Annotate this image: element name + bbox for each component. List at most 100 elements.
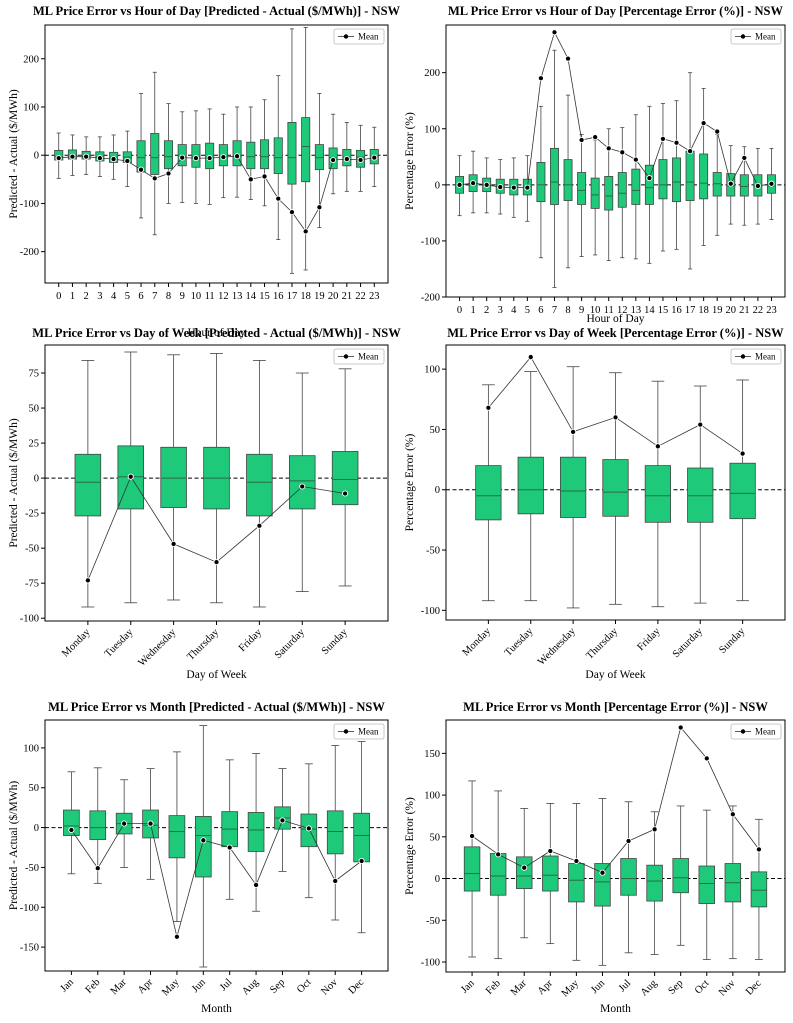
x-tick-label: 10 bbox=[191, 291, 202, 302]
box-iqr bbox=[301, 117, 311, 183]
box-Jun bbox=[194, 725, 212, 968]
legend-box bbox=[333, 28, 385, 45]
box-iqr bbox=[246, 141, 256, 170]
y-axis-label: Predicted - Actual ($/MWh) bbox=[7, 781, 20, 911]
x-tick-label: Oct bbox=[693, 978, 712, 997]
x-tick-label: 19 bbox=[314, 291, 325, 302]
box-iqr bbox=[353, 812, 370, 863]
x-tick-label: 17 bbox=[287, 291, 298, 302]
box-8 bbox=[163, 103, 173, 204]
mean-point bbox=[703, 755, 710, 762]
legend: Mean bbox=[730, 348, 782, 365]
box-May bbox=[168, 751, 186, 922]
mean-point bbox=[729, 811, 736, 818]
box-Saturday bbox=[288, 372, 316, 592]
box-Jul bbox=[620, 801, 637, 954]
box-iqr bbox=[568, 863, 585, 903]
y-tick-label: 50 bbox=[29, 783, 40, 794]
mean-point bbox=[94, 865, 101, 872]
x-tick-label: 17 bbox=[685, 305, 696, 316]
mean-point bbox=[651, 826, 658, 833]
mean-point bbox=[192, 155, 199, 162]
mean-point bbox=[213, 559, 220, 566]
mean-point bbox=[592, 134, 599, 141]
y-tick-label: 0 bbox=[435, 874, 440, 885]
x-tick-label: 20 bbox=[328, 291, 339, 302]
x-tick-label: 0 bbox=[457, 305, 462, 316]
mean-point bbox=[605, 145, 612, 152]
x-tick-label: 4 bbox=[111, 291, 117, 302]
box-iqr bbox=[712, 172, 722, 197]
mean-point bbox=[483, 181, 490, 188]
mean-point bbox=[256, 522, 263, 529]
mean-point bbox=[524, 184, 531, 191]
mean-line bbox=[459, 31, 772, 189]
mean-point bbox=[302, 228, 309, 235]
x-tick-label: May bbox=[560, 977, 582, 999]
legend-box bbox=[730, 348, 782, 365]
mean-point bbox=[173, 933, 180, 940]
y-tick-label: 75 bbox=[29, 369, 40, 380]
x-tick-label: 2 bbox=[84, 291, 89, 302]
y-tick-label: 100 bbox=[424, 791, 440, 802]
box-iqr bbox=[194, 816, 212, 878]
chart-title: ML Price Error vs Month [Percentage Erro… bbox=[463, 700, 768, 714]
mean-point bbox=[700, 120, 707, 127]
box-16 bbox=[273, 75, 283, 240]
x-tick-label: 15 bbox=[658, 305, 669, 316]
mean-point bbox=[495, 851, 502, 858]
x-tick-label: 20 bbox=[726, 305, 737, 316]
mean-point bbox=[299, 483, 306, 490]
mean-line bbox=[471, 726, 760, 874]
box-7 bbox=[550, 49, 559, 288]
mean-point bbox=[55, 155, 62, 162]
x-tick-label: Tuesday bbox=[103, 626, 136, 659]
mean-point bbox=[124, 157, 131, 165]
mean-point bbox=[83, 153, 90, 160]
x-tick-label: 10 bbox=[590, 305, 601, 316]
x-tick-label: Apr bbox=[536, 978, 556, 998]
x-tick-label: 22 bbox=[753, 305, 764, 316]
box-Tuesday bbox=[517, 371, 544, 602]
legend-box bbox=[730, 723, 782, 740]
box-iqr bbox=[750, 871, 768, 908]
box-iqr bbox=[698, 865, 715, 904]
legend-marker bbox=[343, 729, 349, 734]
mean-point bbox=[578, 136, 585, 144]
box-iqr bbox=[563, 159, 573, 201]
legend: Mean bbox=[333, 28, 385, 45]
box-iqr bbox=[604, 176, 614, 211]
mean-point bbox=[497, 184, 504, 191]
x-tick-label: Aug bbox=[240, 976, 261, 997]
mean-point bbox=[165, 170, 172, 177]
x-tick-label: Jan bbox=[58, 976, 76, 994]
box-iqr bbox=[74, 453, 102, 517]
legend-label: Mean bbox=[358, 352, 379, 362]
y-tick-label: 0 bbox=[34, 823, 39, 834]
mean-point bbox=[170, 540, 177, 547]
plot-frame bbox=[445, 719, 786, 973]
x-tick-label: 14 bbox=[644, 305, 655, 316]
mean-point bbox=[234, 153, 241, 160]
mean-point bbox=[330, 156, 337, 164]
box-iqr bbox=[550, 147, 559, 205]
x-tick-label: 11 bbox=[604, 305, 614, 316]
box-iqr bbox=[685, 150, 695, 201]
x-tick-label: 23 bbox=[369, 291, 380, 302]
box-iqr bbox=[602, 459, 629, 517]
box-iqr bbox=[489, 853, 507, 896]
box-iqr bbox=[273, 137, 283, 174]
x-tick-label: Oct bbox=[295, 977, 314, 996]
chart-panel-hour_abs: ML Price Error vs Hour of Day [Predicted… bbox=[7, 4, 401, 339]
legend-box bbox=[333, 723, 385, 740]
mean-point bbox=[573, 857, 580, 865]
chart-title: ML Price Error vs Month [Predicted - Act… bbox=[48, 700, 385, 714]
mean-point bbox=[521, 864, 528, 871]
box-iqr bbox=[646, 864, 663, 902]
box-Apr bbox=[542, 803, 559, 945]
x-tick-label: Mar bbox=[109, 977, 130, 998]
box-Oct bbox=[698, 809, 715, 960]
y-tick-label: -25 bbox=[25, 509, 39, 520]
box-Dec bbox=[750, 818, 768, 960]
box-iqr bbox=[658, 159, 668, 200]
